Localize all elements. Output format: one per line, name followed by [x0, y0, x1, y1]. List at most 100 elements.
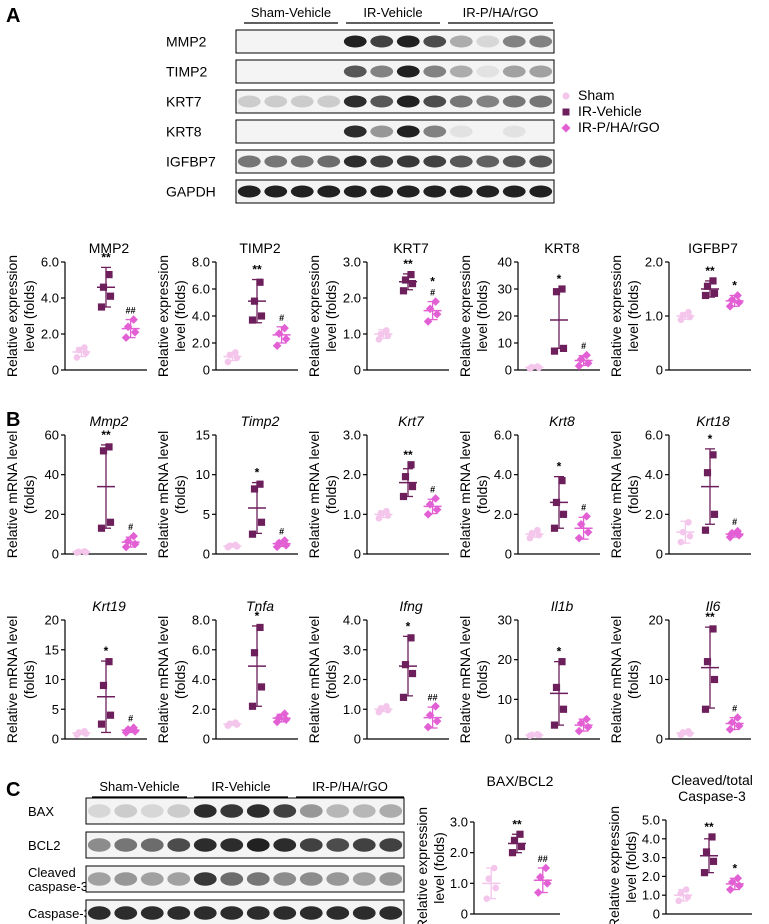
band-cleaved-caspase-3-lane-12 — [379, 872, 403, 886]
y-tick-label: 4.0 — [192, 672, 210, 687]
data-point-ir-vehicle — [708, 833, 716, 841]
significance-ir-p-ha-rgo: # — [128, 522, 133, 532]
blot-label-igfbp7: IGFBP7 — [166, 154, 216, 170]
y-tick-label: 4.0 — [192, 309, 210, 324]
y-tick-label: 2.0 — [343, 291, 361, 306]
data-point-ir-p-ha-rgo — [281, 334, 291, 344]
y-tick-label: 30 — [498, 613, 512, 628]
y-axis-label-line2: level (folds) — [431, 832, 447, 904]
chart-timp2: Timp2 Relative mRNA level (folds) 0 5 10 15 * # — [155, 413, 298, 562]
chart-title-tnfa: Tnfa — [246, 598, 274, 614]
data-point-ir-vehicle — [552, 288, 561, 296]
chart-title-bax-bcl2: BAX/BCL2 — [487, 773, 554, 789]
band-bax-lane-8 — [273, 804, 297, 818]
blot-panel-a: Sham-Vehicle IR-Vehicle IR-P/HA/rGO MMP2 TIM… — [166, 5, 555, 204]
band-bax-lane-6 — [220, 804, 244, 818]
chart-title-cleaved-total-caspase-3: Cleaved/total — [671, 772, 753, 788]
y-tick-label: 0 — [656, 363, 663, 378]
band-gapdh-lane-2 — [264, 185, 288, 198]
chart-title-cleaved-total-caspase-3-line2: Caspase-3 — [678, 788, 746, 804]
band-bax-lane-12 — [379, 804, 403, 818]
data-point-ir-p-ha-rgo — [130, 327, 140, 337]
chart-title-timp2: Timp2 — [241, 413, 280, 429]
data-point-ir-p-ha-rgo — [576, 718, 586, 728]
data-point-sham — [232, 719, 239, 726]
data-point-ir-p-ha-rgo — [541, 863, 551, 873]
band-krt7-lane-2 — [264, 95, 288, 108]
legend-label-sham: Sham — [578, 87, 615, 103]
data-point-ir-vehicle — [248, 702, 257, 710]
blot-label-timp2: TIMP2 — [166, 64, 207, 80]
data-point-ir-vehicle — [710, 675, 719, 684]
chart-timp2: TIMP2 Relative expression level (folds) 0 2.… — [155, 240, 298, 378]
y-tick-label: 15 — [196, 428, 210, 443]
data-point-ir-vehicle — [550, 721, 559, 729]
y-tick-label: 3.0 — [450, 815, 468, 830]
y-tick-label: 4.0 — [494, 467, 512, 482]
band-bcl2-lane-2 — [114, 838, 138, 852]
band-krt7-lane-4 — [317, 95, 341, 108]
chart-title-il6: Il6 — [706, 598, 721, 614]
legend-label-ir-vehicle: IR-Vehicle — [578, 103, 642, 119]
chart-krt7: Krt7 Relative mRNA level (folds) 0 1.0 2.0 3.0… — [306, 413, 449, 562]
data-point-ir-vehicle — [99, 283, 108, 291]
chart-krt18: Krt18 Relative mRNA level (folds) 0 2.0 4.0 6.… — [608, 413, 751, 562]
chart-igfbp7: IGFBP7 Relative expression level (folds) 0 1… — [608, 240, 751, 378]
data-point-ir-p-ha-rgo — [543, 879, 552, 888]
data-point-ir-vehicle — [709, 625, 717, 633]
y-axis-label: Relative expression — [4, 255, 20, 377]
band-gapdh-lane-5 — [343, 185, 367, 198]
chart-title-igfbp7: IGFBP7 — [688, 240, 738, 256]
band-krt8-lane-7 — [396, 125, 420, 138]
data-point-ir-p-ha-rgo — [129, 315, 138, 324]
y-axis-label-line2: (folds) — [625, 475, 641, 514]
blot-row-krt8 — [235, 119, 555, 144]
y-tick-label: 10 — [498, 336, 512, 351]
band-krt8-lane-8 — [423, 125, 447, 138]
data-point-sham — [383, 327, 390, 334]
chart-mmp2: Mmp2 Relative mRNA level (folds) 0 20 40 60 ** # — [4, 413, 147, 562]
band-krt7-lane-5 — [343, 95, 367, 108]
data-point-sham — [383, 702, 390, 710]
band-cleaved-caspase-3-lane-5 — [193, 872, 217, 886]
band-igfbp7-lane-1 — [237, 155, 261, 168]
band-igfbp7-lane-10 — [476, 155, 500, 168]
y-tick-label: 4.0 — [41, 291, 59, 306]
data-point-ir-vehicle — [257, 312, 266, 320]
data-point-ir-p-ha-rgo — [583, 722, 593, 732]
significance-ir-vehicle: ** — [101, 428, 111, 442]
y-tick-label: 10 — [45, 672, 59, 687]
y-tick-label: 5 — [203, 507, 210, 522]
band-cleaved-caspase-3-lane-8 — [273, 872, 297, 886]
y-axis-label-line2: level (folds) — [623, 831, 639, 903]
chart-krt8: KRT8 Relative expression level (folds) 0 10 2… — [457, 240, 600, 378]
band-gapdh-lane-10 — [476, 185, 500, 198]
y-axis-label: Relative expression — [306, 255, 322, 377]
blot-label-mmp2: MMP2 — [166, 34, 207, 50]
significance-ir-p-ha-rgo: # — [581, 502, 586, 512]
chart-title-ifng: Ifng — [399, 598, 423, 614]
legend-label-ir-p-ha-rgo: IR-P/HA/rGO — [578, 119, 660, 135]
data-point-ir-p-ha-rgo — [274, 713, 284, 722]
data-point-ir-p-ha-rgo — [431, 297, 440, 306]
data-point-sham — [679, 729, 687, 736]
y-tick-label: 1.0 — [645, 309, 663, 324]
data-point-ir-vehicle — [257, 683, 266, 691]
data-point-ir-p-ha-rgo — [423, 510, 433, 519]
band-igfbp7-lane-3 — [290, 155, 314, 168]
y-tick-label: 1.0 — [450, 876, 468, 891]
y-axis-label: Relative mRNA level — [155, 616, 171, 744]
data-point-sham — [684, 893, 691, 901]
y-axis-label-line2: (folds) — [172, 475, 188, 514]
band-caspase-3-lane-7 — [246, 906, 270, 920]
data-point-sham — [685, 518, 692, 526]
data-point-sham — [675, 897, 682, 905]
group-header-ir-vehicle: IR-Vehicle — [211, 779, 270, 794]
data-point-sham — [233, 354, 241, 362]
band-igfbp7-lane-11 — [502, 155, 526, 168]
data-point-ir-vehicle — [106, 292, 115, 300]
y-tick-label: 0 — [52, 547, 59, 562]
band-krt8-lane-11 — [502, 125, 526, 138]
data-point-sham — [224, 358, 232, 366]
data-point-sham — [483, 895, 491, 902]
